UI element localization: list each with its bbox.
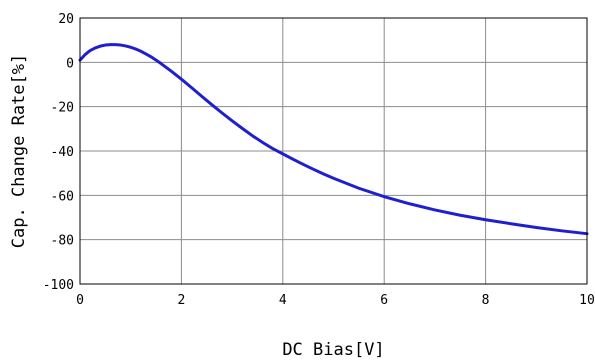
y-axis-label: Cap. Change Rate[%] bbox=[9, 54, 29, 248]
y-tick-label: -60 bbox=[51, 189, 74, 204]
x-axis-label: DC Bias[V] bbox=[282, 340, 384, 360]
x-tick-label: 4 bbox=[279, 293, 287, 308]
y-tick-label: -80 bbox=[51, 234, 74, 249]
y-tick-label: -100 bbox=[43, 278, 74, 293]
x-tick-label: 0 bbox=[76, 293, 84, 308]
y-tick-label: 0 bbox=[66, 56, 74, 71]
series-line bbox=[78, 43, 589, 236]
tick-labels: 0 2 4 6 8 10 20 0 -20 -40 -60 -80 -100 bbox=[43, 12, 595, 308]
plot-area bbox=[79, 17, 588, 285]
x-tick-label: 8 bbox=[482, 293, 490, 308]
x-tick-label: 2 bbox=[177, 293, 185, 308]
x-tick-label: 6 bbox=[380, 293, 388, 308]
y-tick-label: 20 bbox=[58, 12, 74, 27]
grid bbox=[80, 18, 587, 284]
x-tick-label: 10 bbox=[579, 293, 595, 308]
y-tick-label: -20 bbox=[51, 101, 74, 116]
y-tick-label: -40 bbox=[51, 145, 74, 160]
